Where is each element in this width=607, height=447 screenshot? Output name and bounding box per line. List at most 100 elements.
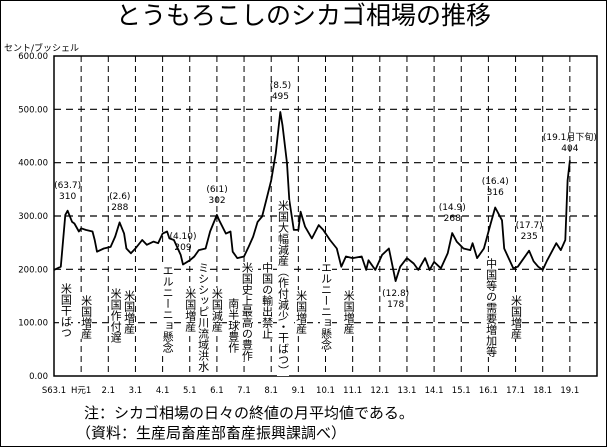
event-annotation: ミシシッピ川流域洪水 [196,262,210,372]
data-point [257,221,259,223]
data-point [134,247,137,250]
data-point [218,219,220,221]
event-annotation: 米国史上最高の豊作 [240,262,254,361]
chart-source: （資料：生産局畜産部畜産振興課調べ） [76,424,347,442]
data-point [501,219,503,221]
data-point [428,269,431,271]
data-point [367,259,370,261]
data-point [512,267,514,269]
data-point [560,249,562,251]
peak-label: (17.7) 235 [516,221,543,243]
data-point [451,232,453,234]
x-tick-label: 12.1 [370,386,389,396]
data-point [537,266,539,268]
x-tick-label: 14.1 [425,386,444,396]
data-point [109,246,112,248]
data-point [198,249,200,251]
data-point [311,237,313,239]
data-point [123,233,125,235]
peak-date: (12.8) [382,289,410,300]
data-point [462,247,465,250]
data-point [564,239,566,241]
data-point [318,224,320,226]
x-tick-label: 11.1 [343,386,362,396]
data-point [275,153,277,155]
peak-value: 209 [174,242,192,253]
event-annotation: 南半球豊作 [226,298,240,353]
data-point [94,239,96,241]
data-point [395,280,397,282]
x-tick-label: 10.1 [316,386,335,396]
y-tick-label: 300.00 [18,212,48,222]
peak-date: (17.7) [515,220,543,231]
data-point [91,230,94,233]
data-point [304,226,306,228]
data-point [119,221,121,223]
y-tick-label: 100.00 [18,319,48,329]
data-point [447,252,449,254]
data-point [417,269,419,271]
chart-title: とうもろこしのシカゴ相場の推移 [115,1,491,30]
data-point [494,206,496,209]
peak-label: (12.8) 178 [382,289,409,311]
peak-date: (8.5) [269,81,292,91]
data-point [322,229,324,231]
peak-date: (63.7) [54,180,82,191]
y-axis-unit-label: セント/ブッシェル [4,44,80,54]
y-tick-label: 400.00 [18,159,48,169]
data-point [96,251,98,253]
data-point [329,239,331,241]
peak-value: 495 [271,92,290,102]
peak-value: 178 [387,300,405,311]
peak-label: (4.10) 209 [169,232,196,254]
event-annotation: 米国増産 [183,288,197,332]
event-annotation: エルニーニョ懸念 [161,265,175,353]
data-point [340,266,342,268]
peak-value: 302 [208,195,226,206]
data-point [528,250,530,252]
event-annotation: 米国増産 [509,295,523,339]
data-point [247,246,250,248]
data-point [399,266,401,268]
data-point [168,237,170,239]
data-point [365,269,367,271]
x-tick-label: 18.1 [533,386,552,396]
event-annotation: 中国等の需要増加等 [484,258,498,357]
peak-date: (6.1) [206,184,228,195]
data-point [300,211,302,213]
data-point [297,229,299,231]
event-annotation: 米国増産 [342,290,356,334]
x-tick-label: 7.1 [237,386,251,396]
data-point [266,197,268,199]
peak-label: (19.1月下旬) 404 [543,133,597,155]
data-point [456,241,458,243]
event-annotation: 米国増産 [79,295,93,339]
data-point [483,247,485,250]
peak-value: 404 [561,143,579,154]
data-point [381,254,383,256]
x-tick-label: 3.1 [129,386,143,396]
x-tick-label: 5.1 [183,386,197,396]
event-annotation: エルニーニョ懸念 [319,262,333,350]
data-point [162,233,164,235]
data-point [193,255,195,258]
data-point [569,159,571,162]
peak-label: (16.4) 316 [482,177,509,199]
x-tick-label: S63.1 [42,386,66,396]
data-point [288,199,290,201]
event-annotation: 中国の輸出禁止 [260,262,274,339]
data-point [114,236,116,238]
data-point [521,259,523,261]
event-annotation: 米国増産 [122,290,136,334]
data-point [189,259,191,261]
data-point [293,229,295,231]
data-point [64,214,66,216]
y-tick-label: 600.00 [18,52,48,62]
data-point [542,269,544,271]
data-point [157,242,159,244]
data-point [225,233,227,235]
peak-label: (14.9) 268 [439,203,466,225]
data-point [281,124,284,126]
data-point [503,247,505,250]
data-point [204,247,207,250]
